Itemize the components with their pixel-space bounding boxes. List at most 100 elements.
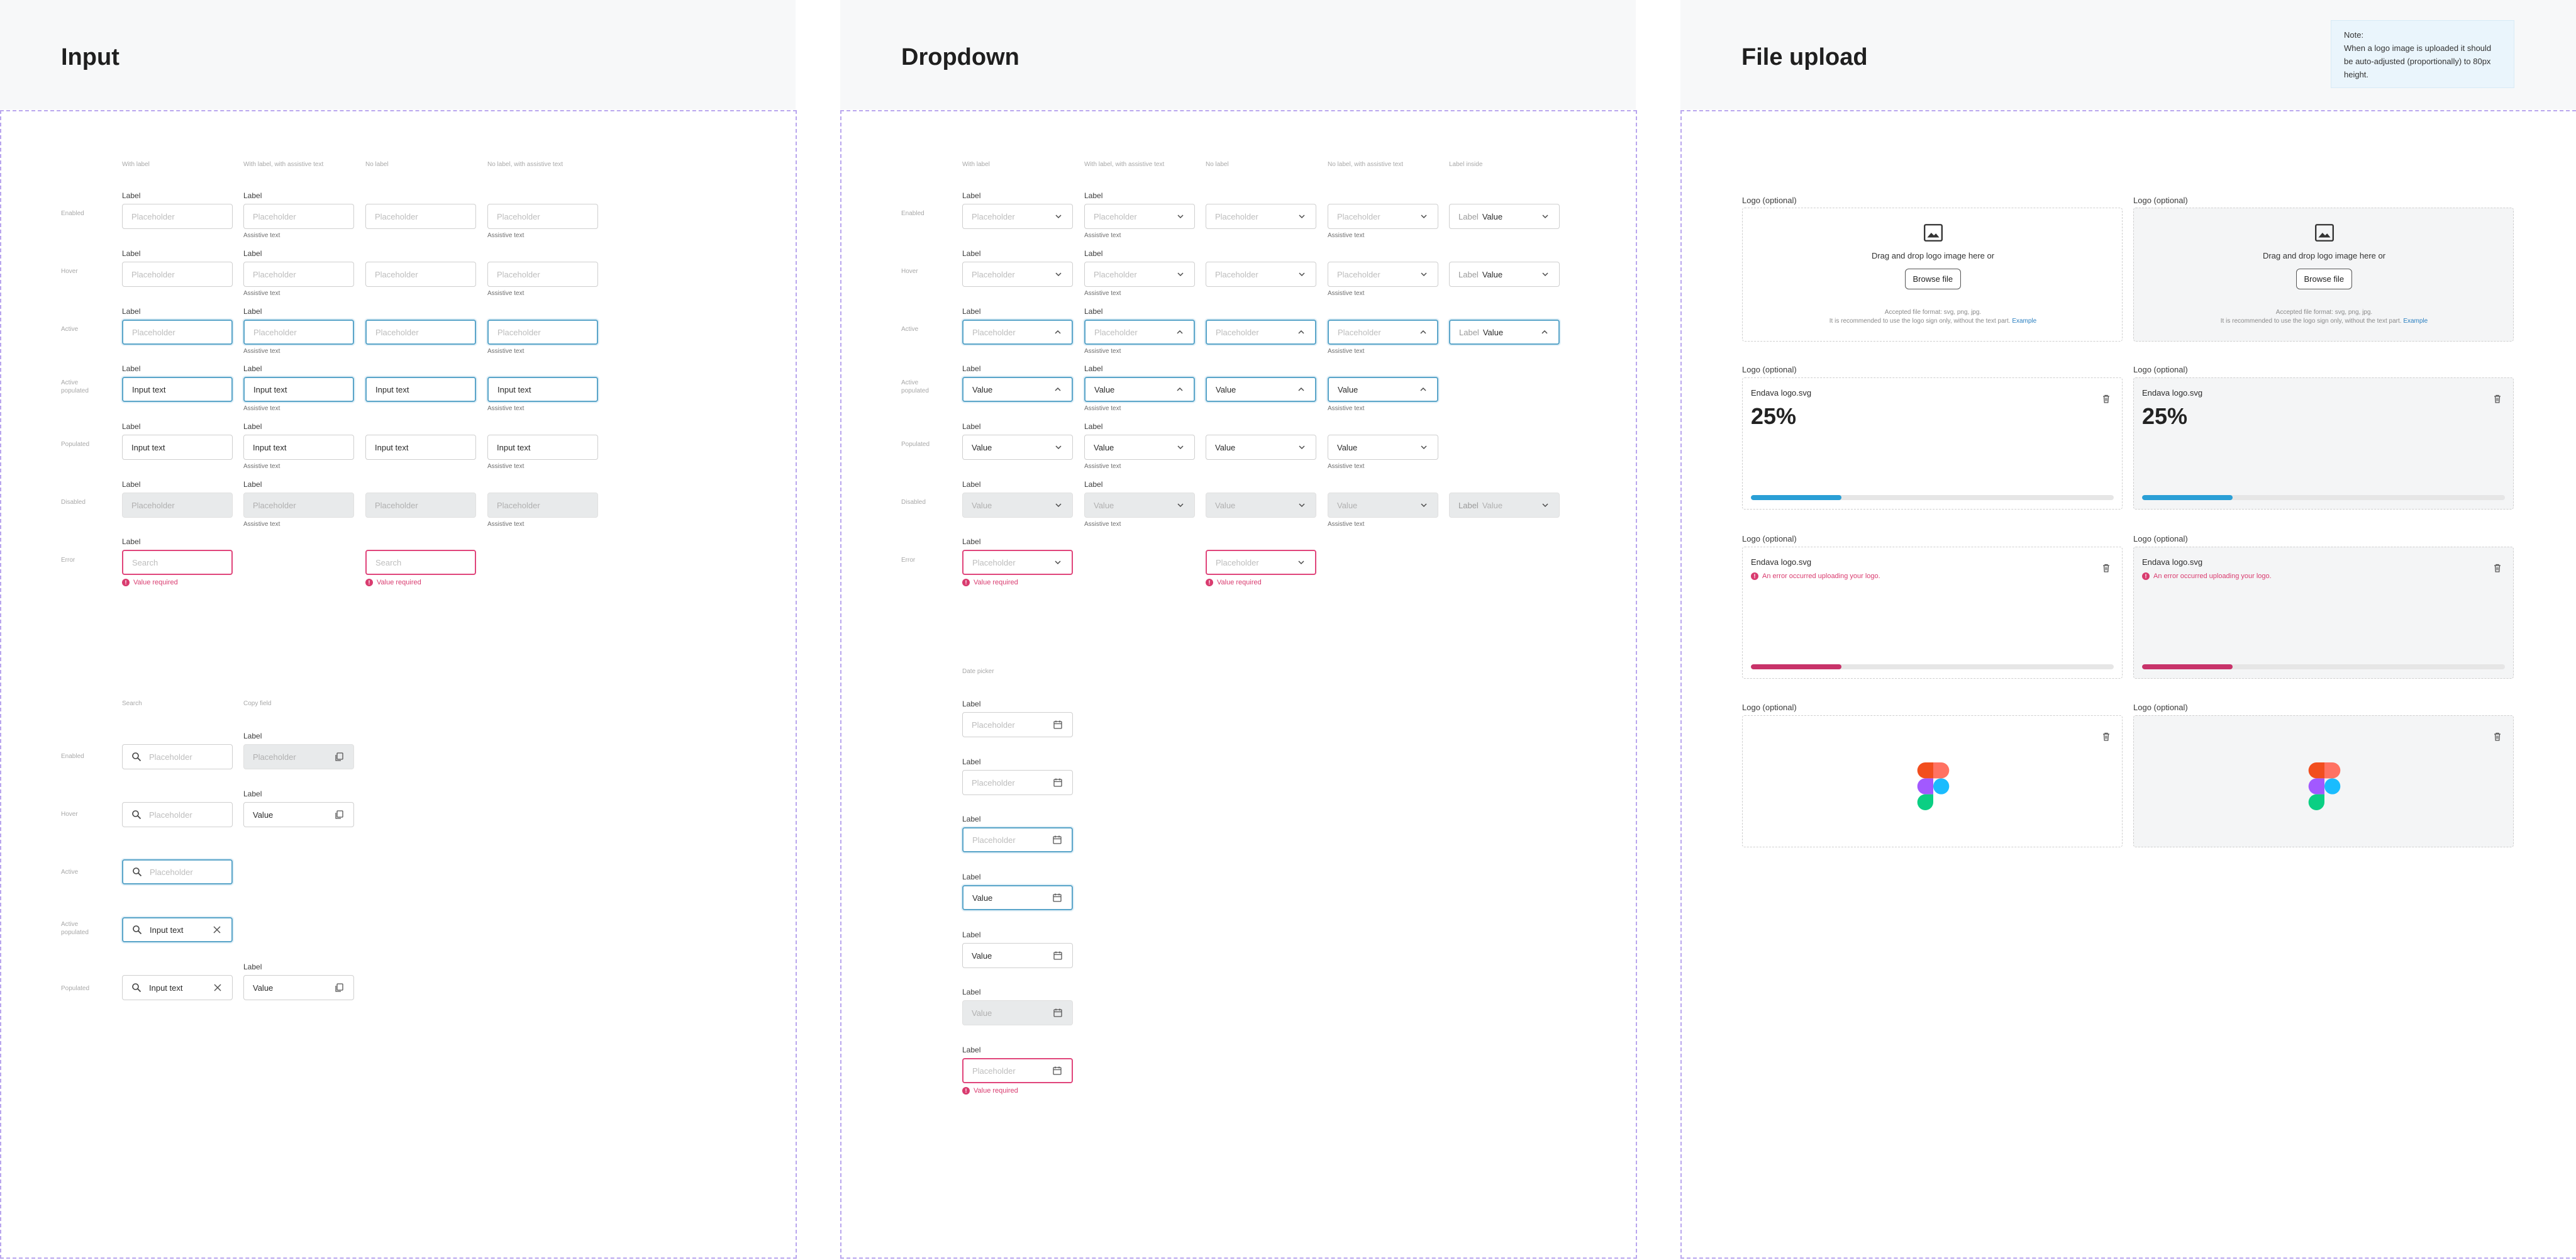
chevron-down-icon[interactable] <box>1175 211 1185 221</box>
dropdown-field-active_populated[interactable]: Value <box>1328 377 1438 402</box>
dropdown-field-active_populated[interactable]: Value <box>962 377 1073 402</box>
logo-dropzone[interactable]: Drag and drop logo image here or Browse f… <box>2133 208 2514 342</box>
trash-icon[interactable] <box>2101 731 2112 742</box>
input-field-populated[interactable]: Input text <box>487 435 598 460</box>
input-field-enabled[interactable]: Placeholder <box>365 204 476 229</box>
date-picker-field-2[interactable]: Placeholder <box>962 827 1073 852</box>
input-field-populated[interactable]: Input text <box>365 435 476 460</box>
chevron-down-icon[interactable] <box>1053 269 1063 279</box>
dropdown-field-enabled[interactable]: Placeholder <box>1206 204 1316 229</box>
input-field-populated[interactable]: Input text <box>122 435 233 460</box>
dropdown-field-active[interactable]: Placeholder <box>1084 320 1195 345</box>
dropdown-field-hover[interactable]: Placeholder <box>1206 262 1316 287</box>
logo-dropzone[interactable]: Drag and drop logo image here or Browse f… <box>1742 208 2123 342</box>
input-field-hover[interactable]: Placeholder <box>122 262 233 287</box>
date-picker-field-0[interactable]: Placeholder <box>962 712 1073 737</box>
input-field-active_populated[interactable]: Input text <box>243 377 354 402</box>
input-field-hover[interactable]: Placeholder <box>243 262 354 287</box>
browse-file-button[interactable]: Browse file <box>2296 269 2353 289</box>
input-field-hover[interactable]: Placeholder <box>487 262 598 287</box>
chevron-down-icon[interactable] <box>1540 211 1550 221</box>
chevron-up-icon[interactable] <box>1053 384 1063 394</box>
chevron-up-icon[interactable] <box>1296 384 1306 394</box>
calendar-icon[interactable] <box>1052 777 1063 788</box>
chevron-up-icon[interactable] <box>1296 327 1306 337</box>
input-field-error[interactable]: Search <box>122 550 233 575</box>
dropdown-field-active_populated[interactable]: Value <box>1084 377 1195 402</box>
dropdown-field-hover[interactable]: Placeholder <box>1328 262 1438 287</box>
browse-file-button[interactable]: Browse file <box>1904 269 1962 289</box>
chevron-up-icon[interactable] <box>1540 327 1550 337</box>
dropdown-field-active[interactable]: Placeholder <box>1328 320 1438 345</box>
input-field-hover[interactable]: Placeholder <box>365 262 476 287</box>
copy-field-1[interactable]: Value <box>243 802 354 827</box>
chevron-down-icon[interactable] <box>1540 269 1550 279</box>
search-field-enabled[interactable]: Placeholder <box>122 744 233 769</box>
calendar-icon[interactable] <box>1052 834 1063 845</box>
trash-icon[interactable] <box>2492 393 2503 404</box>
chevron-down-icon[interactable] <box>1297 500 1307 510</box>
input-field-active[interactable]: Placeholder <box>365 320 476 345</box>
chevron-down-icon[interactable] <box>1053 500 1063 510</box>
calendar-icon[interactable] <box>1052 719 1063 730</box>
input-field-active[interactable]: Placeholder <box>122 320 233 345</box>
input-field-error-nolabel[interactable]: Search <box>365 550 476 575</box>
trash-icon[interactable] <box>2492 562 2503 574</box>
chevron-down-icon[interactable] <box>1053 442 1063 452</box>
chevron-up-icon[interactable] <box>1175 384 1185 394</box>
chevron-down-icon[interactable] <box>1419 442 1429 452</box>
calendar-icon[interactable] <box>1052 892 1063 903</box>
copy-field-2[interactable]: Value <box>243 975 354 1000</box>
example-link[interactable]: Example <box>2403 318 2428 325</box>
input-field-enabled[interactable]: Placeholder <box>122 204 233 229</box>
dropdown-field-active_populated[interactable]: Value <box>1206 377 1316 402</box>
date-picker-field-1[interactable]: Placeholder <box>962 770 1073 795</box>
chevron-down-icon[interactable] <box>1053 557 1063 567</box>
dropdown-field-populated[interactable]: Value <box>1206 435 1316 460</box>
dropdown-field-enabled[interactable]: Label Value <box>1449 204 1560 229</box>
trash-icon[interactable] <box>2492 731 2503 742</box>
close-icon[interactable] <box>211 924 223 935</box>
dropdown-field-active[interactable]: Placeholder <box>962 320 1073 345</box>
input-field-active_populated[interactable]: Input text <box>365 377 476 402</box>
input-field-active[interactable]: Placeholder <box>487 320 598 345</box>
chevron-down-icon[interactable] <box>1053 211 1063 221</box>
search-field-hover[interactable]: Placeholder <box>122 802 233 827</box>
chevron-down-icon[interactable] <box>1419 269 1429 279</box>
input-field-enabled[interactable]: Placeholder <box>487 204 598 229</box>
chevron-down-icon[interactable] <box>1297 442 1307 452</box>
dropdown-field-active[interactable]: Label Value <box>1449 320 1560 345</box>
calendar-icon[interactable] <box>1052 1007 1063 1018</box>
dropdown-field-error-nolabel[interactable]: Placeholder <box>1206 550 1316 575</box>
trash-icon[interactable] <box>2101 393 2112 404</box>
date-picker-field-6[interactable]: Placeholder <box>962 1058 1073 1083</box>
chevron-down-icon[interactable] <box>1419 500 1429 510</box>
chevron-down-icon[interactable] <box>1296 557 1306 567</box>
chevron-down-icon[interactable] <box>1297 269 1307 279</box>
input-field-active[interactable]: Placeholder <box>243 320 354 345</box>
search-field-populated[interactable]: Input text <box>122 975 233 1000</box>
dropdown-field-populated[interactable]: Value <box>1328 435 1438 460</box>
date-picker-field-3[interactable]: Value <box>962 885 1073 910</box>
input-field-active_populated[interactable]: Input text <box>487 377 598 402</box>
dropdown-field-error[interactable]: Placeholder <box>962 550 1073 575</box>
chevron-down-icon[interactable] <box>1540 500 1550 510</box>
dropdown-field-populated[interactable]: Value <box>1084 435 1195 460</box>
copy-icon[interactable] <box>333 751 345 762</box>
dropdown-field-populated[interactable]: Value <box>962 435 1073 460</box>
copy-icon[interactable] <box>333 982 345 993</box>
chevron-down-icon[interactable] <box>1175 442 1185 452</box>
calendar-icon[interactable] <box>1052 950 1063 961</box>
close-icon[interactable] <box>212 982 223 993</box>
input-field-enabled[interactable]: Placeholder <box>243 204 354 229</box>
dropdown-field-hover[interactable]: Label Value <box>1449 262 1560 287</box>
dropdown-field-hover[interactable]: Placeholder <box>962 262 1073 287</box>
chevron-up-icon[interactable] <box>1418 327 1428 337</box>
chevron-down-icon[interactable] <box>1175 500 1185 510</box>
input-field-active_populated[interactable]: Input text <box>122 377 233 402</box>
dropdown-field-enabled[interactable]: Placeholder <box>1084 204 1195 229</box>
trash-icon[interactable] <box>2101 562 2112 574</box>
date-picker-field-4[interactable]: Value <box>962 943 1073 968</box>
chevron-down-icon[interactable] <box>1419 211 1429 221</box>
search-field-active[interactable]: Placeholder <box>122 859 233 884</box>
